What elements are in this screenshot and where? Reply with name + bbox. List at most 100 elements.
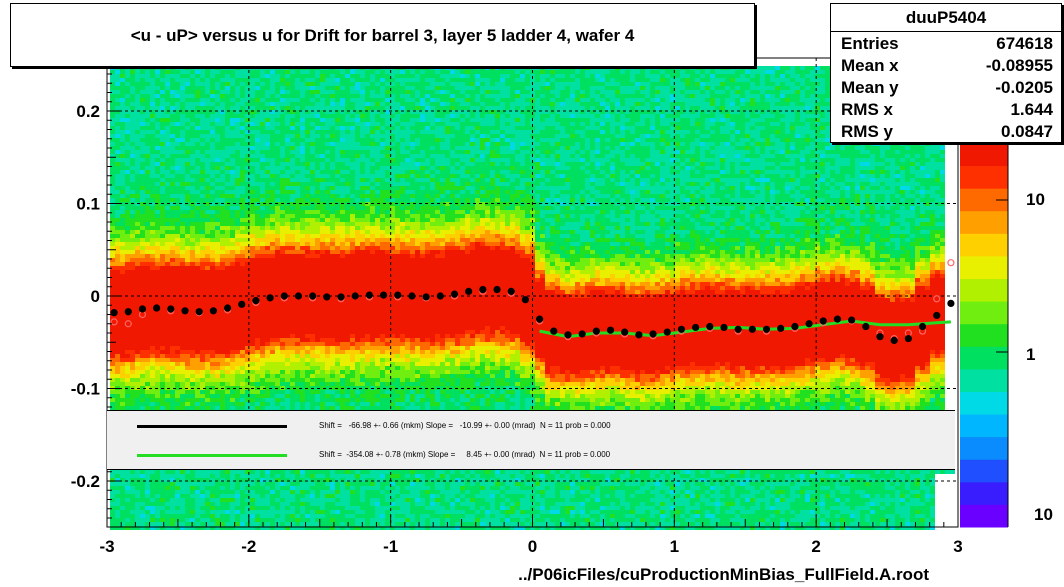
heatmap-cell [145, 282, 150, 286]
heatmap-cell [320, 150, 325, 154]
heatmap-cell [205, 214, 210, 218]
heatmap-cell [335, 74, 340, 78]
heatmap-cell [265, 226, 270, 230]
heatmap-cell [190, 510, 195, 514]
heatmap-cell [350, 234, 355, 238]
heatmap-cell [250, 402, 255, 406]
heatmap-cell [180, 202, 185, 206]
heatmap-cell [145, 306, 150, 310]
heatmap-cell [310, 314, 315, 318]
heatmap-cell [330, 202, 335, 206]
heatmap-cell [315, 154, 320, 158]
heatmap-cell [320, 198, 325, 202]
heatmap-cell [205, 242, 210, 246]
heatmap-cell [335, 122, 340, 126]
heatmap-cell [330, 394, 335, 398]
heatmap-cell [240, 150, 245, 154]
heatmap-cell [260, 118, 265, 122]
heatmap-cell [320, 162, 325, 166]
heatmap-cell [130, 250, 135, 254]
heatmap-cell [185, 326, 190, 330]
heatmap-cell [235, 238, 240, 242]
heatmap-cell [200, 70, 205, 74]
heatmap-cell [310, 214, 315, 218]
heatmap-cell [155, 98, 160, 102]
heatmap-cell [295, 74, 300, 78]
heatmap-cell [270, 94, 275, 98]
heatmap-cell [145, 514, 150, 518]
heatmap-cell [270, 378, 275, 382]
heatmap-cell [120, 366, 125, 370]
heatmap-cell [205, 394, 210, 398]
heatmap-cell [320, 262, 325, 266]
heatmap-cell [210, 334, 215, 338]
heatmap-cell [110, 326, 115, 330]
heatmap-cell [200, 114, 205, 118]
heatmap-cell [155, 90, 160, 94]
heatmap-cell [335, 98, 340, 102]
heatmap-cell [145, 290, 150, 294]
heatmap-cell [235, 178, 240, 182]
heatmap-cell [225, 254, 230, 258]
heatmap-cell [320, 102, 325, 106]
heatmap-cell [220, 282, 225, 286]
heatmap-cell [165, 174, 170, 178]
heatmap-cell [190, 154, 195, 158]
heatmap-cell [265, 202, 270, 206]
heatmap-cell [340, 130, 345, 134]
heatmap-cell [205, 278, 210, 282]
heatmap-cell [355, 102, 360, 106]
heatmap-cell [285, 114, 290, 118]
heatmap-cell [155, 130, 160, 134]
heatmap-cell [145, 174, 150, 178]
heatmap-cell [115, 66, 120, 70]
heatmap-cell [115, 98, 120, 102]
heatmap-cell [310, 162, 315, 166]
heatmap-cell [345, 250, 350, 254]
heatmap-cell [255, 378, 260, 382]
heatmap-cell [200, 330, 205, 334]
heatmap-cell [315, 122, 320, 126]
heatmap-cell [305, 354, 310, 358]
heatmap-cell [315, 302, 320, 306]
heatmap-cell [140, 478, 145, 482]
heatmap-cell [270, 198, 275, 202]
heatmap-cell [200, 354, 205, 358]
heatmap-cell [160, 218, 165, 222]
heatmap-cell [225, 146, 230, 150]
heatmap-cell [325, 122, 330, 126]
heatmap-cell [155, 110, 160, 114]
heatmap-cell [275, 258, 280, 262]
heatmap-cell [155, 338, 160, 342]
heatmap-cell [185, 214, 190, 218]
heatmap-cell [200, 286, 205, 290]
heatmap-cell [175, 218, 180, 222]
heatmap-cell [195, 226, 200, 230]
heatmap-cell [145, 486, 150, 490]
heatmap-cell [180, 178, 185, 182]
heatmap-cell [325, 498, 330, 502]
heatmap-cell [350, 522, 355, 526]
heatmap-cell [275, 382, 280, 386]
heatmap-cell [225, 182, 230, 186]
heatmap-cell [235, 482, 240, 486]
heatmap-cell [190, 298, 195, 302]
heatmap-cell [225, 382, 230, 386]
heatmap-cell [350, 474, 355, 478]
heatmap-cell [165, 322, 170, 326]
heatmap-cell [300, 106, 305, 110]
heatmap-cell [180, 346, 185, 350]
heatmap-cell [110, 234, 115, 238]
heatmap-cell [260, 510, 265, 514]
heatmap-cell [170, 330, 175, 334]
heatmap-cell [120, 274, 125, 278]
heatmap-cell [180, 402, 185, 406]
heatmap-cell [280, 250, 285, 254]
heatmap-cell [310, 174, 315, 178]
heatmap-cell [170, 122, 175, 126]
heatmap-cell [235, 510, 240, 514]
heatmap-cell [205, 174, 210, 178]
heatmap-cell [310, 258, 315, 262]
heatmap-cell [195, 190, 200, 194]
heatmap-cell [355, 238, 360, 242]
